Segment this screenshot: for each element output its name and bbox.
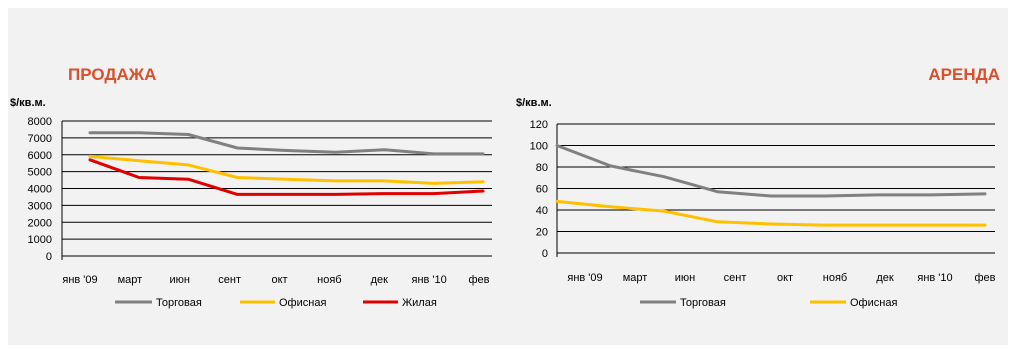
sale-series-line-2 xyxy=(88,158,485,196)
sale-y-tick-label: 4000 xyxy=(28,184,52,196)
sale-y-axis-label: $/кв.м. xyxy=(10,97,46,109)
sale-x-tick-label: окт xyxy=(271,274,287,286)
sale-y-tick-label: 7000 xyxy=(28,133,52,145)
rent-y-tick-label: 100 xyxy=(530,141,548,153)
rent-y-axis-label: $/кв.м. xyxy=(516,97,552,109)
rent-y-tick-label: 60 xyxy=(536,184,548,196)
rent-y-tick-label: 0 xyxy=(542,248,548,260)
rent-x-tick-label: янв '09 xyxy=(567,272,602,284)
sale-y-tick-label: 8000 xyxy=(28,116,52,128)
rent-x-tick-label: фев xyxy=(974,272,995,284)
sale-x-tick-label: фев xyxy=(468,274,489,286)
sale-x-tick-label: нояб xyxy=(317,274,341,286)
sale-y-tick-label: 3000 xyxy=(28,200,52,212)
rent-x-tick-label: дек xyxy=(876,272,894,284)
rent-y-tick-label: 80 xyxy=(536,162,548,174)
sale-legend-label: Офисная xyxy=(279,297,326,309)
rent-x-tick-label: март xyxy=(623,272,648,284)
rent-legend-label: Офисная xyxy=(850,297,897,309)
sale-y-tick-label: 5000 xyxy=(28,167,52,179)
sale-series-line-0 xyxy=(88,131,485,156)
sale-x-tick-label: янв '09 xyxy=(62,274,97,286)
rent-x-tick-label: июн xyxy=(675,272,695,284)
sale-legend-label: Жилая xyxy=(402,297,437,309)
rent-series-line-0 xyxy=(555,144,987,198)
sale-x-tick-label: сент xyxy=(218,274,241,286)
rent-x-tick-label: окт xyxy=(777,272,793,284)
sale-y-tick-label: 1000 xyxy=(28,234,52,246)
rent-x-tick-label: янв '10 xyxy=(917,272,952,284)
rent-chart: 0 20 40 60 80 100 120 янв '09 март июн сент окт нояб… xyxy=(530,119,996,309)
rent-x-tick-label: нояб xyxy=(823,272,847,284)
sale-legend-item-2: Жилая xyxy=(363,297,437,309)
sale-y-tick-label: 0 xyxy=(46,251,52,263)
rent-legend-item-0: Торговая xyxy=(640,297,726,309)
sale-y-tick-label: 6000 xyxy=(28,150,52,162)
rent-chart-title: АРЕНДА xyxy=(928,65,1000,84)
rent-series-line-1 xyxy=(555,199,987,227)
sale-x-tick-label: янв '10 xyxy=(411,274,446,286)
sale-legend-label: Торговая xyxy=(156,297,202,309)
sale-series-line-1 xyxy=(88,154,485,185)
chart-panel-background xyxy=(8,8,1008,345)
rent-y-tick-label: 40 xyxy=(536,205,548,217)
sale-y-tick-label: 2000 xyxy=(28,217,52,229)
sale-legend-item-0: Торговая xyxy=(115,297,202,309)
rent-legend-label: Торговая xyxy=(680,297,726,309)
rent-legend-item-1: Офисная xyxy=(810,297,897,309)
rent-x-tick-label: сент xyxy=(724,272,747,284)
sale-chart: 0 1000 2000 3000 4000 5000 6000 7000 8000 янв '09… xyxy=(28,116,492,309)
rent-y-tick-label: 120 xyxy=(530,119,548,131)
sale-legend-item-1: Офисная xyxy=(240,297,326,309)
sale-x-tick-label: март xyxy=(118,274,143,286)
rent-y-tick-label: 20 xyxy=(536,227,548,239)
sale-chart-title: ПРОДАЖА xyxy=(68,65,156,84)
sale-x-tick-label: дек xyxy=(371,274,389,286)
sale-x-tick-label: июн xyxy=(170,274,190,286)
